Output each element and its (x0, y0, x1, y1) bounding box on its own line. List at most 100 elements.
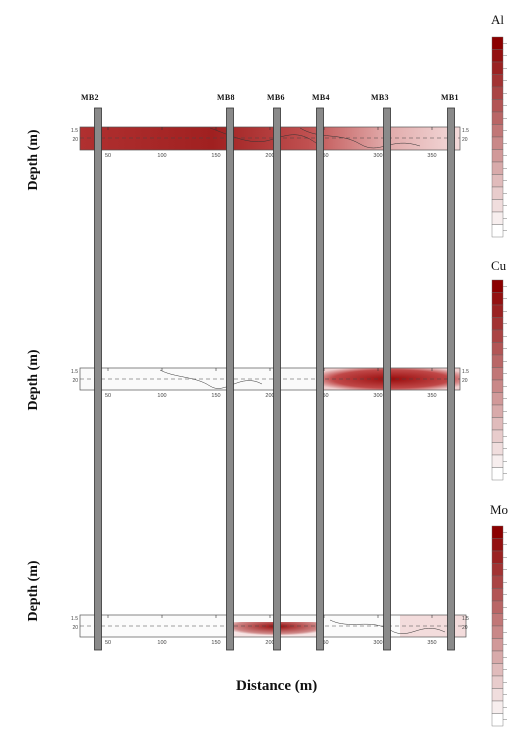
legend-swatch-mo (491, 525, 504, 539)
legend-swatch-al (491, 61, 504, 75)
legend-swatch-al (491, 174, 504, 188)
legend-swatch-mo (491, 675, 504, 689)
depth-tick-label: 1.5 (462, 369, 469, 375)
well-column-mb1 (447, 107, 455, 651)
x-tick-label: 350 (427, 393, 436, 399)
legend-swatch-mo (491, 663, 504, 677)
legend-swatch-cu (491, 404, 504, 418)
legend-swatch-cu (491, 292, 504, 306)
wells-layer (94, 107, 455, 651)
x-tick-label: 250 (319, 153, 328, 159)
legend-swatch-cu (491, 429, 504, 443)
x-tick-label: 100 (157, 393, 166, 399)
well-column-mb4 (316, 107, 324, 651)
legend-swatch-mo (491, 688, 504, 702)
legend-swatch-mo (491, 700, 504, 714)
well-column-mb3 (383, 107, 391, 651)
well-label-mb8: MB8 (217, 93, 235, 102)
depth-tick-label: 1.5 (462, 128, 469, 134)
x-tick-label: 150 (211, 640, 220, 646)
x-tick-label: 250 (319, 393, 328, 399)
depth-tick-label: 20 (72, 137, 78, 143)
legend-swatch-al (491, 49, 504, 63)
legends-layer (491, 36, 507, 727)
legend-swatch-cu (491, 392, 504, 406)
legend-title-al: Al (491, 12, 504, 27)
legend-swatch-mo (491, 588, 504, 602)
panel-al-ylabel: Depth (m) (26, 129, 41, 191)
panel-mo-ylabel: Depth (m) (26, 560, 41, 622)
legend-swatch-cu (491, 354, 504, 368)
legend-swatch-mo (491, 600, 504, 614)
well-label-mb6: MB6 (267, 93, 285, 102)
legend-swatch-mo (491, 650, 504, 664)
well-label-mb3: MB3 (371, 93, 389, 102)
x-tick-label: 300 (373, 640, 382, 646)
well-label-mb2: MB2 (81, 93, 99, 102)
legend-swatch-cu (491, 279, 504, 293)
depth-tick-label: 1.5 (462, 616, 469, 622)
x-tick-label: 100 (157, 153, 166, 159)
legend-swatch-cu (491, 454, 504, 468)
legend-swatch-al (491, 99, 504, 113)
legend-swatch-al (491, 186, 504, 200)
legend-swatch-cu (491, 329, 504, 343)
legend-swatch-cu (491, 317, 504, 331)
x-tick-label: 50 (105, 640, 111, 646)
x-tick-label: 350 (427, 640, 436, 646)
legend-title-mo: Mo (490, 502, 509, 517)
legend-swatch-mo (491, 613, 504, 627)
panel-cu-ylabel: Depth (m) (26, 349, 41, 411)
depth-tick-label: 20 (462, 625, 468, 631)
legend-swatch-al (491, 74, 504, 88)
legend-swatch-mo (491, 625, 504, 639)
well-column-mb2 (94, 107, 102, 651)
x-tick-label: 200 (265, 393, 274, 399)
well-label-mb1: MB1 (441, 93, 459, 102)
legend-title-cu: Cu (491, 258, 507, 273)
x-tick-label: 50 (105, 153, 111, 159)
legend-swatch-cu (491, 367, 504, 381)
depth-tick-label: 1.5 (71, 369, 78, 375)
depth-tick-label: 20 (462, 378, 468, 384)
legend-swatch-mo (491, 538, 504, 552)
legend-swatch-al (491, 111, 504, 125)
x-tick-label: 300 (373, 393, 382, 399)
x-tick-label: 150 (211, 393, 220, 399)
legend-swatch-al (491, 199, 504, 213)
x-tick-label: 350 (427, 153, 436, 159)
x-tick-label: 200 (265, 640, 274, 646)
legend-swatch-cu (491, 467, 504, 481)
legend-swatch-al (491, 224, 504, 238)
x-tick-label: 200 (265, 153, 274, 159)
legend-swatch-cu (491, 342, 504, 356)
well-column-mb8 (226, 107, 234, 651)
legend-swatch-al (491, 211, 504, 225)
panel-al (79, 126, 461, 151)
al-section-band (80, 127, 460, 150)
legend-swatch-al (491, 124, 504, 138)
legend-swatch-mo (491, 575, 504, 589)
x-tick-label: 300 (373, 153, 382, 159)
legend-swatch-cu (491, 304, 504, 318)
x-tick-label: 150 (211, 153, 220, 159)
legend-swatch-mo (491, 563, 504, 577)
axis-ticks: 50 100 150 200 250 300 350 1.5 1.5 20 20 50 100 150 20… (71, 127, 469, 646)
legend-swatch-cu (491, 442, 504, 456)
x-axis-label: Distance (m) (236, 678, 318, 694)
x-tick-label: 250 (319, 640, 328, 646)
legend-swatch-mo (491, 550, 504, 564)
legend-swatch-al (491, 36, 504, 50)
well-column-mb6 (273, 107, 281, 651)
x-tick-label: 50 (105, 393, 111, 399)
legend-swatch-al (491, 86, 504, 100)
legend-swatch-cu (491, 417, 504, 431)
panel-mo (79, 614, 467, 638)
x-tick-label: 100 (157, 640, 166, 646)
legend-swatch-mo (491, 713, 504, 727)
depth-tick-label: 1.5 (71, 128, 78, 134)
depth-tick-label: 20 (462, 137, 468, 143)
well-label-mb4: MB4 (312, 93, 330, 102)
legend-swatch-mo (491, 638, 504, 652)
